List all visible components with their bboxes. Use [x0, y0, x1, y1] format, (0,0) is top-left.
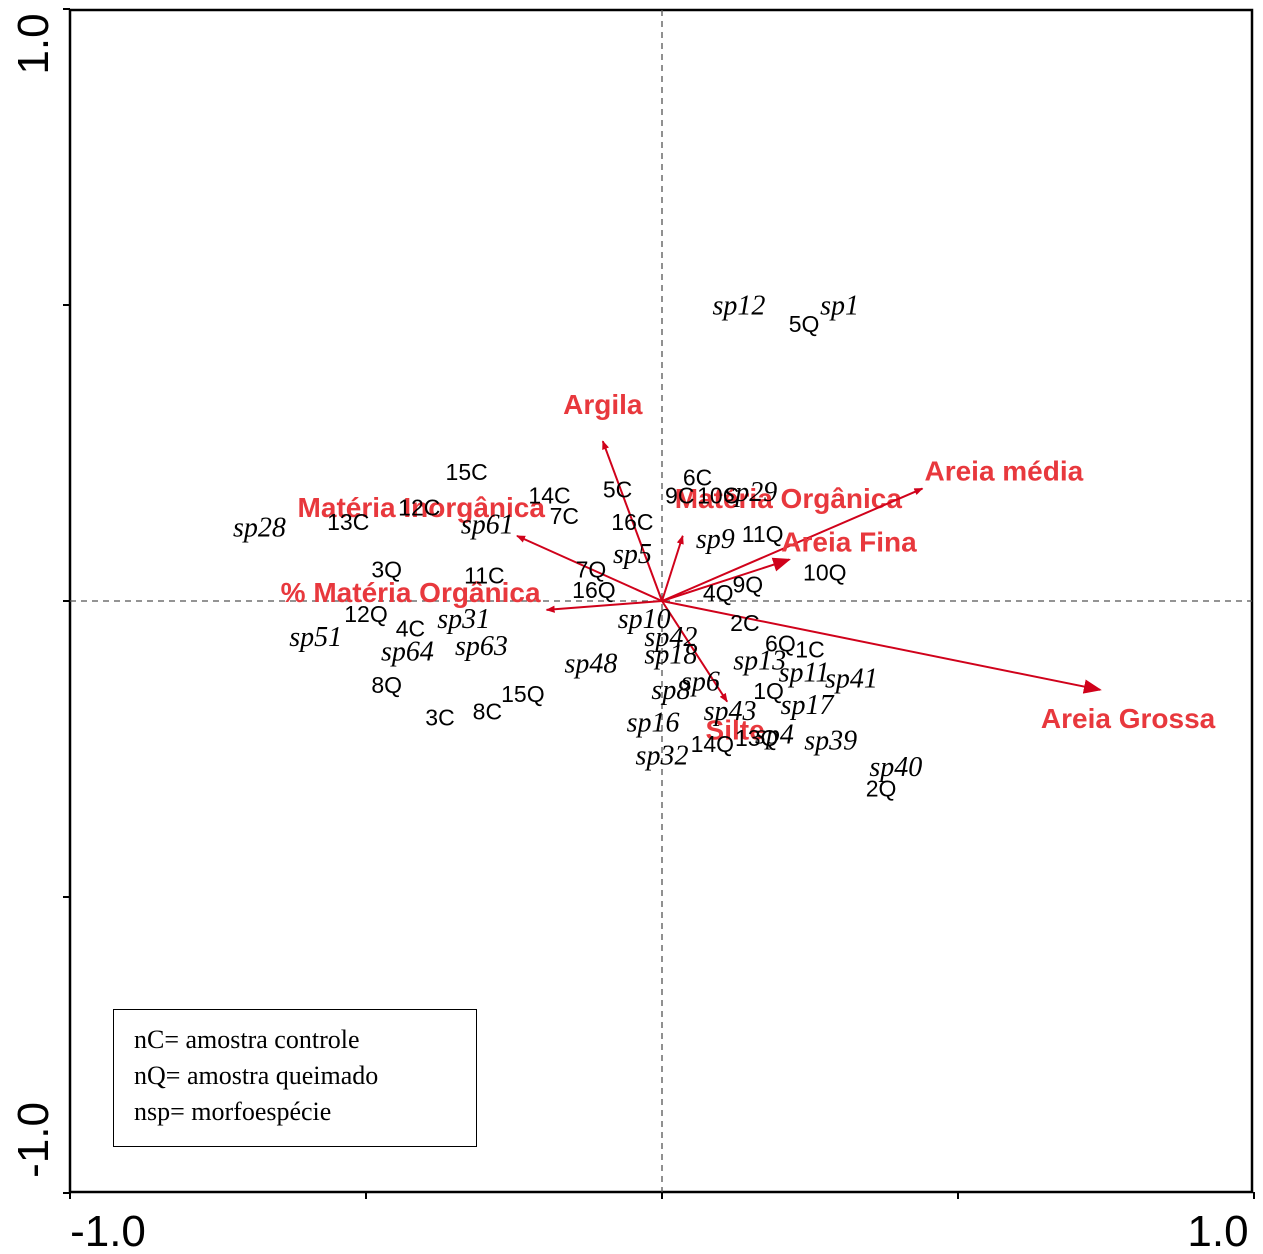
vector-label-areia-media: Areia média — [924, 456, 1083, 487]
species-label-sp4: sp4 — [755, 720, 794, 751]
sample-label-10c: 10C — [697, 482, 739, 508]
vector-arrow-argila — [601, 440, 663, 602]
x-tick-label-min: -1.0 — [70, 1207, 146, 1254]
sample-label-5c: 5C — [603, 477, 632, 503]
sample-label-1c: 1C — [795, 636, 824, 662]
species-label-sp61: sp61 — [461, 509, 514, 540]
sample-label-13c: 13C — [327, 509, 369, 535]
vector-label-areia-fina: Areia Fina — [781, 527, 917, 558]
species-label-sp13: sp13 — [733, 646, 786, 677]
species-label-sp5: sp5 — [613, 539, 652, 570]
sample-label-16q: 16Q — [572, 577, 615, 603]
vector-label-areia-grossa: Areia Grossa — [1041, 703, 1216, 734]
sample-label-15c: 15C — [446, 459, 488, 485]
sample-label-3q: 3Q — [371, 556, 402, 582]
vector-arrow-areia-media — [661, 487, 924, 602]
vector-label-materia-inorganica: Matéria Inorgânica — [298, 492, 546, 523]
vector-label-silte: Silte — [706, 715, 765, 746]
sample-label-6c: 6C — [683, 465, 712, 491]
sample-label-14c: 14C — [528, 482, 570, 508]
x-tick-label-max: 1.0 — [1187, 1207, 1248, 1254]
species-label-sp8: sp8 — [651, 675, 690, 706]
y-tick-label-min: -1.0 — [9, 1102, 58, 1178]
species-label-sp48: sp48 — [565, 649, 618, 680]
species-label-sp6: sp6 — [681, 666, 720, 697]
species-label-sp32: sp32 — [636, 740, 689, 771]
legend-line-queimado: nQ= amostra queimado — [134, 1061, 379, 1090]
y-tick-label-max: 1.0 — [9, 13, 58, 74]
environmental-vectors: Argila Matéria Orgânica Areia média Areia F… — [281, 389, 1216, 745]
species-label-sp39: sp39 — [804, 726, 857, 757]
sample-label-8q: 8Q — [371, 672, 402, 698]
sample-label-10q: 10Q — [803, 559, 846, 585]
species-label-sp40: sp40 — [869, 752, 922, 783]
species-label-sp18: sp18 — [644, 640, 697, 671]
species-label-sp42: sp42 — [644, 622, 697, 653]
vector-label-argila: Argila — [563, 389, 643, 420]
sample-label-9q: 9Q — [732, 571, 763, 597]
sample-label-4c: 4C — [396, 616, 425, 642]
sample-label-12q: 12Q — [344, 601, 387, 627]
species-label-sp43: sp43 — [704, 696, 757, 727]
species-label-sp51: sp51 — [289, 622, 342, 653]
sample-label-6q: 6Q — [765, 630, 796, 656]
sample-label-7c: 7C — [550, 503, 579, 529]
sample-label-15q: 15Q — [501, 681, 544, 707]
sample-label-14q: 14Q — [691, 731, 734, 757]
vector-arrow-materia-organica — [545, 600, 663, 613]
sample-label-4q: 4Q — [703, 580, 734, 606]
species-label-sp12: sp12 — [713, 290, 766, 321]
sample-label-1q: 1Q — [753, 678, 784, 704]
species-label-sp1: sp1 — [820, 290, 859, 321]
vector-arrow-silte — [661, 600, 728, 703]
sample-label-2q: 2Q — [866, 776, 897, 802]
sample-label-12c: 12C — [398, 494, 440, 520]
species-label-sp11: sp11 — [779, 657, 830, 688]
vector-label-materia-organica: % Matéria Orgânica — [281, 577, 541, 608]
sample-label-7q: 7Q — [576, 556, 607, 582]
species-label-sp16: sp16 — [627, 708, 680, 739]
sample-label-8c: 8C — [473, 699, 502, 725]
vector-arrow-materia-inorganica — [516, 534, 663, 602]
sample-label-9c: 9C — [665, 482, 694, 508]
species-label-sp31: sp31 — [437, 604, 490, 635]
point-labels: 5Q 15C 6C 5C 14C 9C 10C 12C 7C 13C 16C 11Q 3Q 7Q 11C 10… — [233, 290, 922, 801]
sample-label-11q: 11Q — [742, 521, 784, 547]
sample-label-13q: 13Q — [735, 725, 778, 751]
sample-label-16c: 16C — [611, 509, 653, 535]
species-label-sp10: sp10 — [618, 604, 671, 635]
legend-line-morfoespecie: nsp= morfoespécie — [134, 1097, 332, 1126]
legend: nC= amostra controle nQ= amostra queimad… — [113, 1009, 477, 1147]
vector-arrow-areia-grossa — [661, 600, 1102, 694]
sample-label-11c: 11C — [464, 562, 505, 588]
species-label-sp64: sp64 — [381, 637, 434, 668]
plot-frame: -1.0 1.0 1.0 -1.0 — [9, 8, 1255, 1254]
species-label-sp28: sp28 — [233, 512, 286, 543]
species-label-sp17: sp17 — [781, 690, 835, 721]
vector-arrow-areia-fina — [661, 557, 791, 602]
species-label-sp29: sp29 — [724, 477, 777, 508]
sample-label-5q: 5Q — [789, 311, 820, 337]
sample-label-3c: 3C — [425, 704, 454, 730]
species-label-sp41: sp41 — [825, 663, 878, 694]
vector-label-materia-organica: Matéria Orgânica — [675, 483, 903, 514]
species-label-sp9: sp9 — [696, 524, 735, 555]
species-label-sp63: sp63 — [455, 631, 508, 662]
sample-label-2c: 2C — [730, 610, 759, 636]
legend-line-controle: nC= amostra controle — [134, 1025, 360, 1054]
vector-arrow-materia-organica — [661, 535, 684, 602]
